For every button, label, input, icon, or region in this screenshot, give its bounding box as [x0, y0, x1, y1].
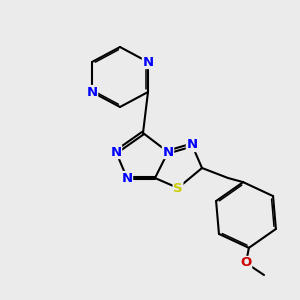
- Text: O: O: [240, 256, 252, 269]
- Text: N: N: [142, 56, 154, 68]
- Text: S: S: [173, 182, 183, 194]
- Text: N: N: [122, 172, 133, 184]
- Text: N: N: [110, 146, 122, 158]
- Text: N: N: [186, 139, 198, 152]
- Text: N: N: [162, 146, 174, 158]
- Text: N: N: [86, 85, 98, 98]
